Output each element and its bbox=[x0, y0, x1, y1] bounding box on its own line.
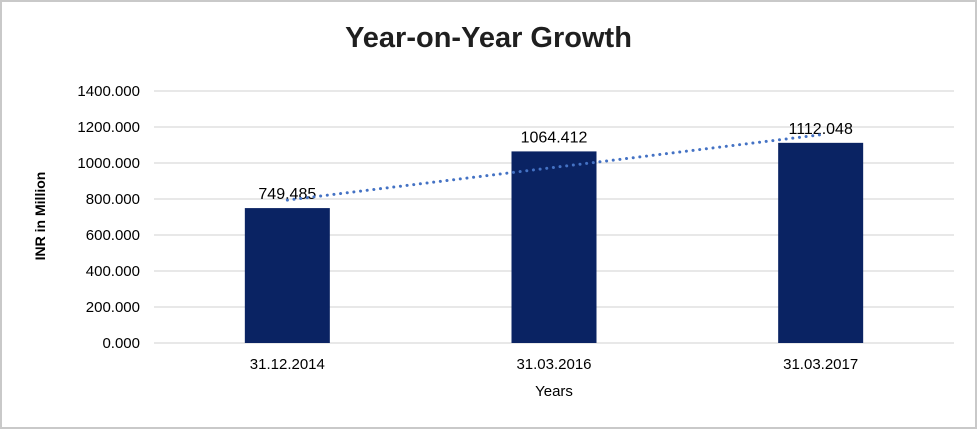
y-tick-label: 1000.000 bbox=[77, 155, 140, 172]
y-tick-label: 1200.000 bbox=[77, 119, 140, 136]
x-tick-label: 31.03.2016 bbox=[516, 356, 591, 373]
x-tick-label: 31.03.2017 bbox=[783, 356, 858, 373]
chart-title: Year-on-Year Growth bbox=[345, 22, 632, 54]
y-tick-label: 1400.000 bbox=[77, 83, 140, 100]
y-tick-label: 0.000 bbox=[102, 335, 140, 352]
y-tick-label: 400.000 bbox=[86, 263, 140, 280]
y-tick-label: 600.000 bbox=[86, 227, 140, 244]
x-tick-label: 31.12.2014 bbox=[250, 356, 325, 373]
y-tick-label: 800.000 bbox=[86, 191, 140, 208]
trendline bbox=[285, 133, 823, 202]
data-label: 1064.412 bbox=[521, 129, 588, 146]
bar-31.12.2014 bbox=[244, 208, 330, 343]
bar-31.03.2017 bbox=[778, 142, 864, 343]
data-label: 1112.048 bbox=[788, 121, 852, 138]
x-axis-title: Years bbox=[535, 383, 573, 400]
bar-31.03.2016 bbox=[511, 151, 597, 343]
y-tick-label: 200.000 bbox=[86, 299, 140, 316]
